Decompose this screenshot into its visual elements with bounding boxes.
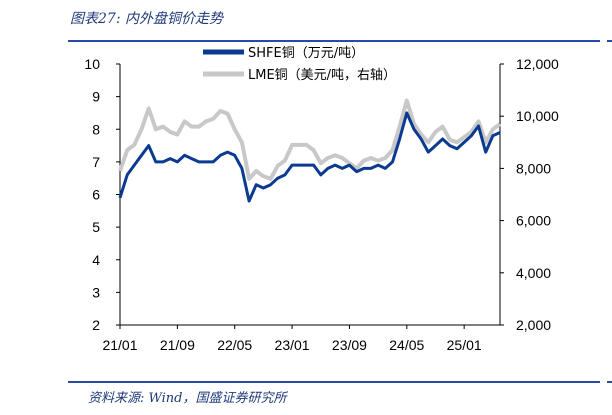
x-tick-label: 25/01 <box>447 337 482 353</box>
left-tick-label: 10 <box>84 56 100 72</box>
legend: SHFE铜（万元/吨） LME铜（美元/吨，右轴） <box>203 46 396 83</box>
x-tick-label: 23/09 <box>332 337 367 353</box>
x-tick-label: 23/01 <box>275 337 310 353</box>
source-note: 资料来源: Wind，国盛证券研究所 <box>88 391 287 406</box>
left-tick-label: 8 <box>92 121 100 137</box>
right-tick-label: 2,000 <box>516 317 551 333</box>
legend-label-shfe: SHFE铜（万元/吨） <box>248 46 364 61</box>
bottom-divider-end <box>607 381 612 383</box>
x-tick-label: 24/05 <box>389 337 424 353</box>
left-tick-label: 2 <box>92 317 100 333</box>
top-divider <box>68 40 600 42</box>
right-tick-label: 10,000 <box>516 108 559 124</box>
right-tick-label: 4,000 <box>516 265 551 281</box>
bottom-divider <box>68 381 600 383</box>
right-tick-label: 12,000 <box>516 56 559 72</box>
series-lme-line <box>118 98 502 181</box>
series-shfe-line <box>118 111 501 203</box>
left-tick-label: 5 <box>92 219 100 235</box>
left-tick-label: 3 <box>92 284 100 300</box>
x-tick-label: 21/01 <box>102 337 137 353</box>
right-tick-label: 6,000 <box>516 213 551 229</box>
axes-group: 2 3 4 5 6 7 8 9 10 2,000 4,000 6,000 8,000 10,000 12,0… <box>84 56 559 353</box>
x-tick-label: 22/05 <box>217 337 252 353</box>
series-group <box>118 98 502 203</box>
left-tick-label: 4 <box>92 252 100 268</box>
left-tick-label: 9 <box>92 89 100 105</box>
x-tick-label: 21/09 <box>160 337 195 353</box>
figure-title: 图表27: 内外盘铜价走势 <box>70 11 223 27</box>
right-tick-label: 8,000 <box>516 160 551 176</box>
top-divider-end <box>607 40 612 42</box>
left-tick-label: 7 <box>92 154 100 170</box>
legend-label-lme: LME铜（美元/吨，右轴） <box>248 68 396 83</box>
left-tick-label: 6 <box>92 187 100 203</box>
